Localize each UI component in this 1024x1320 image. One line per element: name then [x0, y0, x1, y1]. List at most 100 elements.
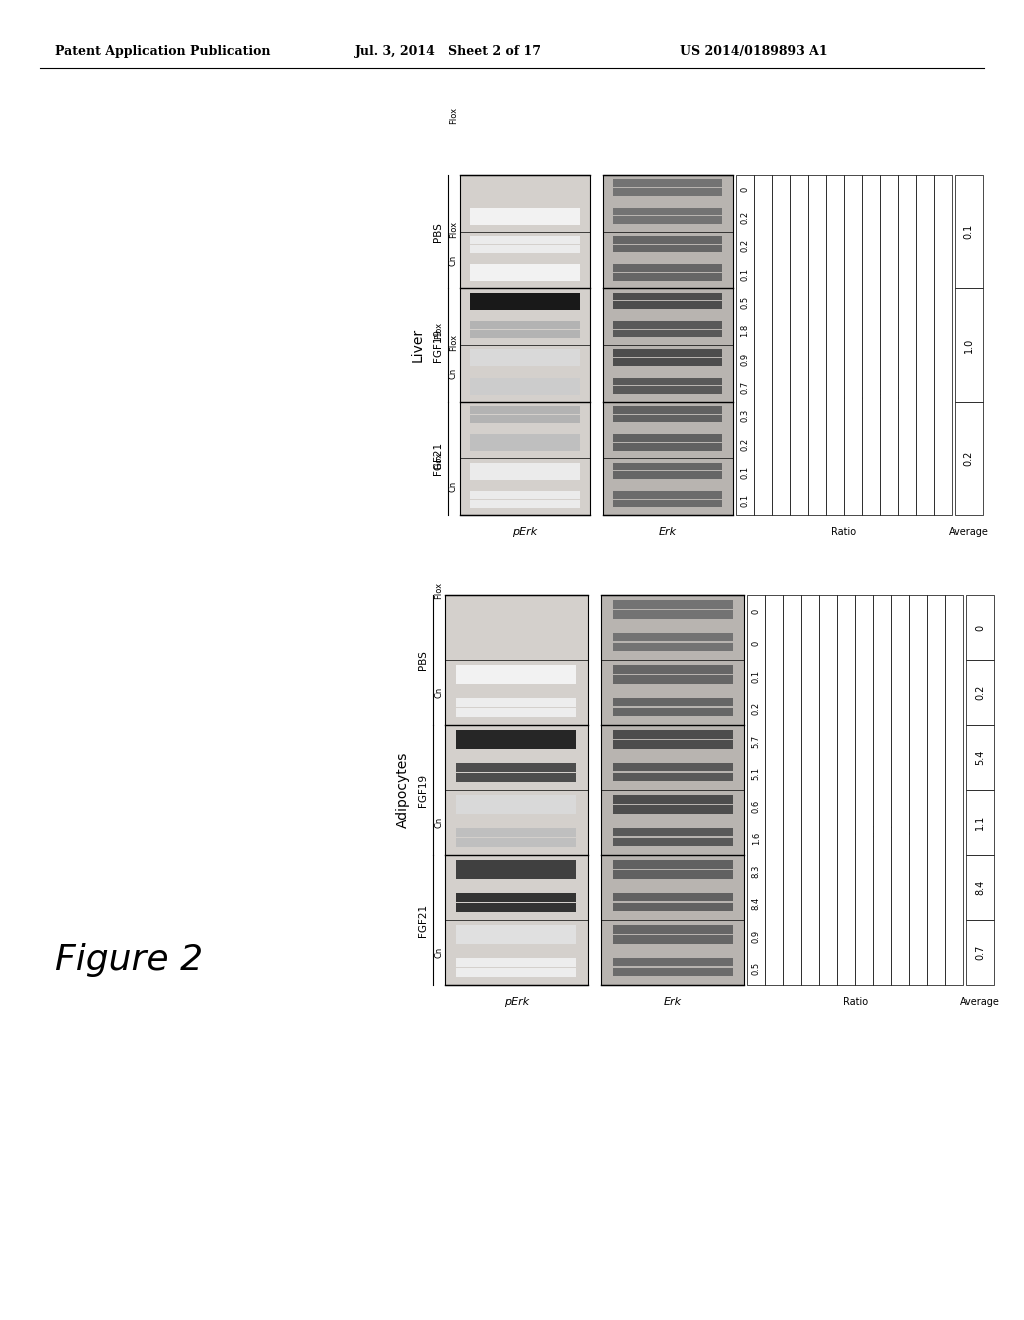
Bar [457, 805, 577, 814]
Text: 0.2: 0.2 [975, 685, 985, 700]
Text: 0: 0 [740, 186, 750, 191]
Text: Patent Application Publication: Patent Application Publication [55, 45, 270, 58]
Text: 5.4: 5.4 [975, 750, 985, 766]
Bar [457, 892, 577, 902]
Bar [612, 601, 733, 609]
Text: 0.2: 0.2 [740, 211, 750, 224]
Bar [470, 216, 580, 224]
Text: 5.1: 5.1 [752, 767, 761, 780]
Bar [470, 244, 580, 253]
Bar [612, 763, 733, 771]
Text: Flox: Flox [434, 581, 443, 598]
Bar [612, 632, 733, 642]
Text: 0.2: 0.2 [964, 450, 974, 466]
Bar [470, 264, 580, 273]
Text: 0.6: 0.6 [752, 800, 761, 813]
Bar [927, 595, 945, 985]
Bar [855, 595, 873, 985]
Text: Flox: Flox [449, 220, 458, 238]
Text: 0.9: 0.9 [752, 929, 761, 942]
Text: 0.7: 0.7 [975, 945, 985, 960]
Text: Cn: Cn [449, 368, 458, 379]
Text: Average: Average [949, 527, 989, 537]
Bar [457, 903, 577, 912]
Bar [772, 176, 790, 515]
Bar [470, 358, 580, 366]
Bar [457, 741, 577, 750]
Bar [880, 176, 898, 515]
Bar [819, 595, 838, 985]
Bar [470, 434, 580, 442]
Bar [613, 500, 722, 507]
Text: 0.2: 0.2 [752, 702, 761, 715]
Bar [612, 828, 733, 837]
Bar [934, 176, 951, 515]
Text: 0.5: 0.5 [752, 962, 761, 975]
Text: Flox: Flox [434, 322, 443, 338]
Bar [601, 595, 744, 985]
Bar [457, 763, 577, 772]
Bar [613, 350, 722, 356]
Bar [613, 358, 722, 366]
Bar [873, 595, 891, 985]
Text: 8.4: 8.4 [975, 880, 985, 895]
Text: Jul. 3, 2014   Sheet 2 of 17: Jul. 3, 2014 Sheet 2 of 17 [355, 45, 542, 58]
Bar [967, 595, 994, 660]
Text: pErk: pErk [512, 527, 538, 537]
Text: Cn: Cn [434, 686, 443, 698]
Bar [457, 675, 577, 684]
Text: Average: Average [961, 997, 1000, 1007]
Bar [612, 708, 733, 717]
Bar [612, 935, 733, 944]
Bar [612, 675, 733, 684]
Bar [891, 595, 909, 985]
Text: FGF19: FGF19 [418, 774, 428, 807]
Bar [457, 870, 577, 879]
Text: 8.3: 8.3 [752, 865, 761, 878]
Text: 8.4: 8.4 [752, 898, 761, 911]
Text: 0.3: 0.3 [740, 409, 750, 422]
Bar [612, 861, 733, 869]
Text: Flox: Flox [449, 107, 458, 124]
Text: 0.1: 0.1 [752, 669, 761, 682]
Text: Ratio: Ratio [831, 527, 856, 537]
Text: Cn: Cn [434, 817, 443, 828]
Bar [457, 665, 577, 675]
Bar [457, 772, 577, 781]
Bar [612, 968, 733, 977]
Text: Adipocytes: Adipocytes [396, 752, 410, 828]
Bar [470, 491, 580, 499]
Bar [612, 730, 733, 739]
Bar [470, 387, 580, 395]
Bar [612, 772, 733, 781]
Bar [457, 861, 577, 870]
Bar [457, 957, 577, 968]
Bar [954, 176, 983, 288]
Bar [457, 730, 577, 739]
Bar [612, 870, 733, 879]
Bar [736, 176, 754, 515]
Bar [612, 837, 733, 846]
Text: 0: 0 [752, 642, 761, 647]
Text: Flox: Flox [449, 334, 458, 351]
Text: Figure 2A: Figure 2A [855, 822, 928, 837]
Bar [801, 595, 819, 985]
Bar [612, 903, 733, 911]
Bar [470, 350, 580, 358]
Text: Erk: Erk [658, 527, 677, 537]
Bar [612, 741, 733, 748]
Text: 0.5: 0.5 [740, 296, 750, 309]
Bar [613, 301, 722, 309]
Text: 1.6: 1.6 [752, 832, 761, 845]
Bar [470, 444, 580, 451]
Bar [967, 920, 994, 985]
Text: 5.7: 5.7 [752, 735, 761, 748]
Text: Liver: Liver [411, 327, 425, 362]
Text: 0: 0 [752, 609, 761, 614]
Bar [613, 330, 722, 338]
Bar [967, 660, 994, 725]
Bar [470, 463, 580, 471]
Text: 0.1: 0.1 [740, 466, 750, 479]
Bar [915, 176, 934, 515]
Bar [457, 968, 577, 977]
